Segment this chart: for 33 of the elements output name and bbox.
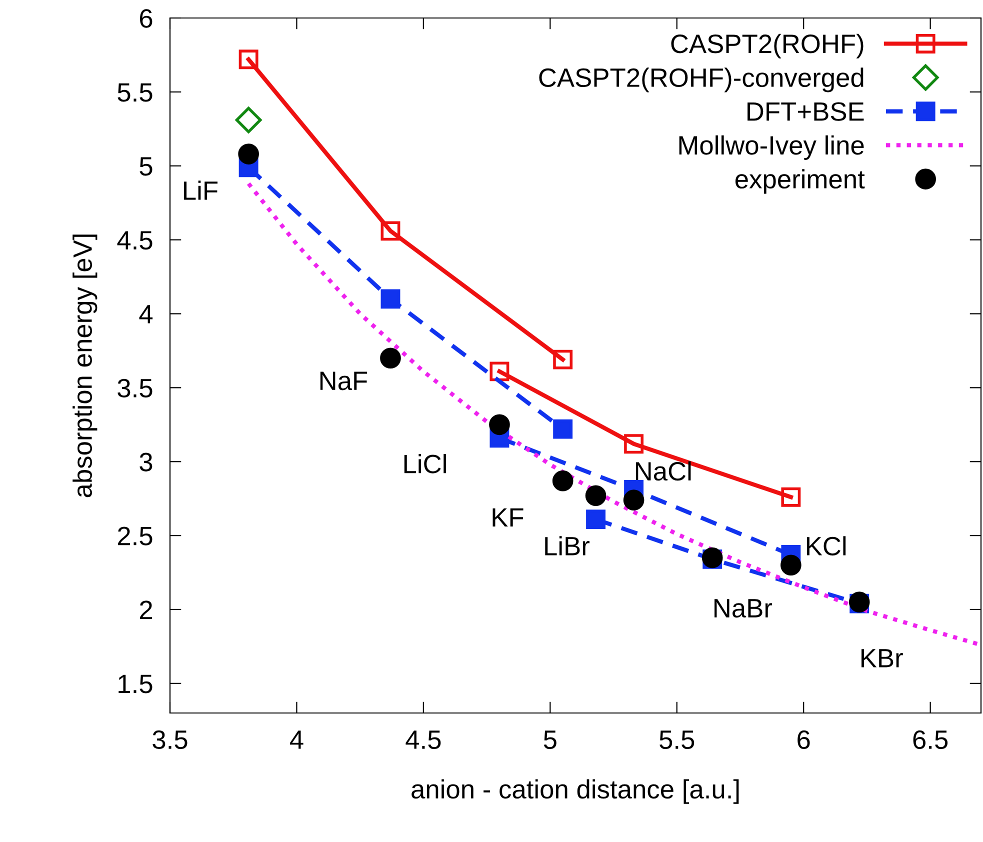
y-tick-label: 4.5 <box>117 231 152 250</box>
x-tick-label: 3.5 <box>152 730 188 750</box>
y-tick-label: 6 <box>140 9 152 28</box>
annotation: KBr <box>862 649 903 668</box>
annotation: LiBr <box>545 536 590 556</box>
annotation: NaBr <box>714 599 772 618</box>
x-axis-title: anion - cation distance [a.u.] <box>412 779 739 804</box>
annotation: KCl <box>806 536 846 556</box>
x-tick-label: 4.5 <box>406 730 441 750</box>
x-tick-label: 4 <box>290 730 304 749</box>
legend-label: CASPT2(ROHF)-converged <box>539 68 864 92</box>
annotation: LiCl <box>404 454 446 474</box>
legend-label: DFT+BSE <box>748 102 864 121</box>
y-tick-label: 2.5 <box>118 526 152 546</box>
y-tick-label: 3 <box>140 452 152 472</box>
y-tick-label: 2 <box>140 600 152 620</box>
x-tick-label: 6 <box>798 730 810 750</box>
x-tick-label: 5 <box>544 730 556 750</box>
legend-label: Mollwo-Ivey line <box>679 135 864 160</box>
annotation: KF <box>492 508 524 527</box>
y-tick-label: 4 <box>139 305 153 324</box>
x-tick-label: 6.5 <box>913 730 948 750</box>
annotation: NaCl <box>636 461 691 481</box>
annotation: LiF <box>184 180 218 200</box>
y-tick-label: 5.5 <box>118 83 152 102</box>
legend-label: CASPT2(ROHF) <box>671 34 864 58</box>
y-axis-title: absorption energy [eV] <box>72 234 98 498</box>
x-tick-label: 5.5 <box>660 730 694 750</box>
y-tick-label: 1.5 <box>118 674 152 694</box>
legend-label: experiment <box>735 169 865 194</box>
y-tick-label: 3.5 <box>118 378 152 398</box>
annotation: NaF <box>320 372 368 390</box>
y-tick-label: 5 <box>140 157 152 176</box>
